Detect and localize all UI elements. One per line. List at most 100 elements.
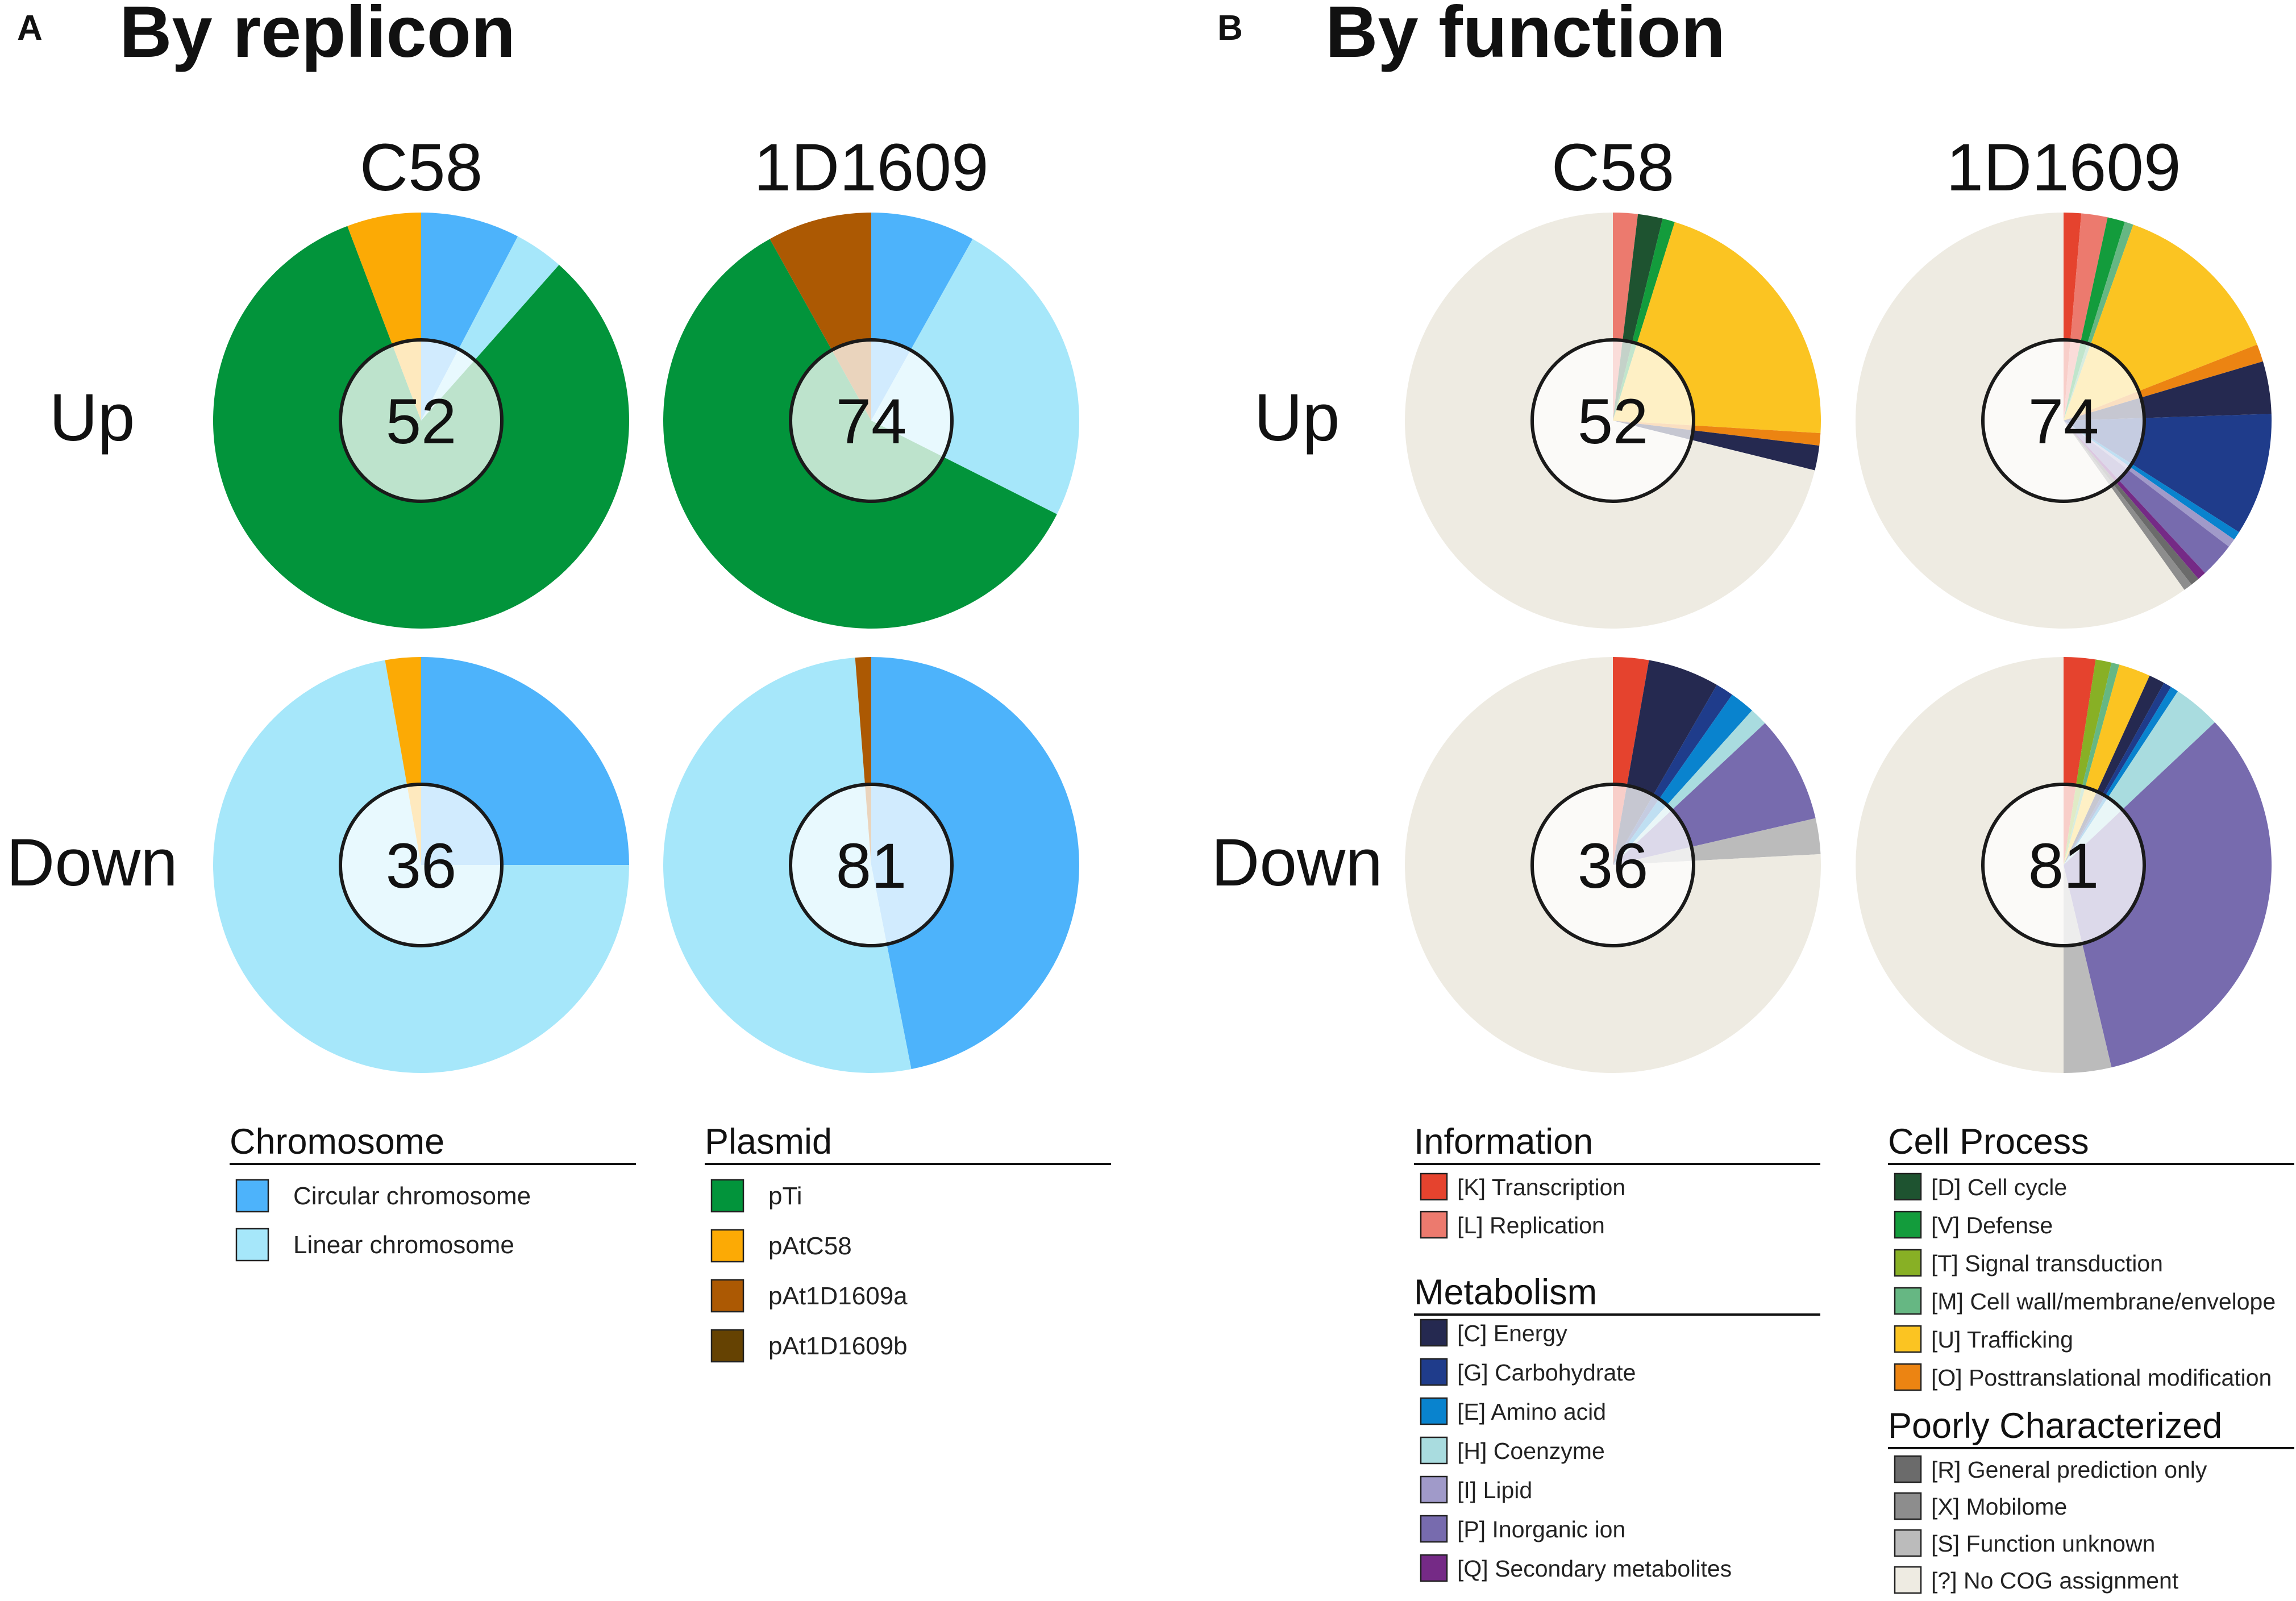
- legend-group-title: Plasmid: [705, 1122, 832, 1162]
- legend-swatch-q: [1420, 1554, 1448, 1582]
- legend-item-label: [M] Cell wall/membrane/envelope: [1931, 1288, 2276, 1315]
- legend-group-title: Information: [1414, 1122, 1593, 1162]
- legend-group-title: Poorly Characterized: [1888, 1406, 2222, 1446]
- legend-swatch-d: [1894, 1172, 1922, 1201]
- legend-swatch-pat1d1609a: [710, 1279, 744, 1313]
- pie-center-circle: [339, 783, 504, 947]
- legend-item-label: [Q] Secondary metabolites: [1457, 1556, 1732, 1582]
- pie-center-total: 81: [836, 830, 907, 901]
- panel-b-title: By function: [1325, 0, 1725, 73]
- legend-item-label: [D] Cell cycle: [1931, 1174, 2067, 1200]
- legend-item-label: [E] Amino acid: [1457, 1399, 1606, 1425]
- pie-a-c58-up: 52: [213, 213, 629, 629]
- legend-item-label: [X] Mobilome: [1931, 1494, 2067, 1520]
- pie-b-1d1609-down: 81: [1856, 657, 2272, 1073]
- legend-item-label: Linear chromosome: [293, 1231, 514, 1259]
- legend-item-label: [S] Function unknown: [1931, 1531, 2155, 1557]
- pie-b-c58-up: 52: [1404, 213, 1821, 629]
- legend-item-label: [I] Lipid: [1457, 1477, 1532, 1503]
- legend-item-label: pAt1D1609a: [768, 1282, 908, 1310]
- pie-a-1d1609-up: 74: [663, 212, 1079, 629]
- legend-item-label: [K] Transcription: [1457, 1174, 1625, 1200]
- legend-swatch-pat1d1609b: [710, 1329, 744, 1363]
- legend-item-label: [H] Coenzyme: [1457, 1438, 1605, 1464]
- legend-chromosome: Chromosome Circular chromosome Linear chro…: [230, 1122, 636, 1262]
- legend-item-label: [?] No COG assignment: [1931, 1567, 2179, 1594]
- pie-center-total: 36: [386, 830, 457, 901]
- legend-swatch-pti: [710, 1179, 744, 1213]
- legend-swatch-patc58: [710, 1229, 744, 1263]
- legend-item-label: pAt1D1609b: [768, 1332, 908, 1360]
- row-label-b-down: Down: [1211, 825, 1383, 900]
- row-label-b-up: Up: [1254, 380, 1340, 455]
- legend-swatch-u: [1894, 1325, 1922, 1353]
- legend-swatch-linear-chromosome: [235, 1228, 269, 1262]
- legend-group-title: Chromosome: [230, 1122, 444, 1162]
- legend-item-label: [V] Defense: [1931, 1212, 2053, 1238]
- col-label-a-1d1609: 1D1609: [754, 130, 988, 205]
- legend-group-title: Cell Process: [1888, 1122, 2089, 1162]
- panel-a-letter: A: [17, 9, 43, 48]
- legend-item-label: Circular chromosome: [293, 1182, 531, 1210]
- legend-item-label: [R] General prediction only: [1931, 1457, 2207, 1483]
- pie-slice-na: [1856, 657, 2064, 1073]
- legend-swatch-k: [1420, 1172, 1448, 1201]
- pie-center-circle: [1530, 338, 1695, 503]
- panel-b-letter: B: [1217, 9, 1243, 48]
- legend-item-label: [G] Carbohydrate: [1457, 1359, 1636, 1386]
- pie-slice-p: [2064, 722, 2272, 1068]
- panel-a-title: By replicon: [119, 0, 515, 73]
- legend-swatch-na: [1894, 1566, 1922, 1594]
- pie-center-total: 36: [1578, 830, 1649, 901]
- legend-information: Information [K] Transcription [L] Replicat…: [1414, 1122, 1820, 1239]
- pie-center-circle: [339, 338, 504, 503]
- pie-center-total: 52: [1578, 386, 1649, 457]
- legend-item-label: pAtC58: [768, 1232, 852, 1260]
- legend-item-label: [L] Replication: [1457, 1212, 1605, 1238]
- pie-a-c58-down: 36: [213, 657, 629, 1073]
- legend-swatch-v: [1894, 1211, 1922, 1239]
- pie-center-total: 74: [836, 386, 907, 457]
- legend-swatch-r: [1894, 1455, 1922, 1483]
- col-label-b-1d1609: 1D1609: [1946, 130, 2181, 205]
- pie-b-c58-down: 36: [1404, 657, 1821, 1073]
- pie-center-circle: [789, 338, 954, 503]
- legend-swatch-e: [1420, 1397, 1448, 1425]
- legend-swatch-s: [1894, 1529, 1922, 1557]
- col-label-b-c58: C58: [1552, 130, 1674, 205]
- pie-a-1d1609-down: 81: [663, 657, 1080, 1073]
- pie-center-circle: [789, 783, 954, 947]
- pie-center-total: 74: [2028, 386, 2099, 457]
- legend-swatch-h: [1420, 1436, 1448, 1465]
- col-label-a-c58: C58: [360, 130, 483, 205]
- legend-swatch-p: [1420, 1515, 1448, 1543]
- legend-metabolism: Metabolism [C] Energy [G] Carbohydrate [E] …: [1414, 1273, 1820, 1582]
- legend-swatch-t: [1894, 1249, 1922, 1277]
- legend-swatch-i: [1420, 1475, 1448, 1504]
- legend-swatch-l: [1420, 1211, 1448, 1239]
- legend-swatch-o: [1894, 1363, 1922, 1391]
- legend-swatch-x: [1894, 1492, 1922, 1520]
- pie-b-1d1609-up: 74: [1856, 213, 2272, 629]
- pie-center-total: 81: [2028, 830, 2099, 901]
- legend-swatch-m: [1894, 1287, 1922, 1315]
- legend-cell-process: Cell Process [D] Cell cycle [V] Defense [T]…: [1888, 1122, 2294, 1391]
- pie-center-circle: [1981, 783, 2146, 947]
- legend-plasmid: Plasmid pTi pAtC58 pAt1D1609a pAt1D1609b: [705, 1122, 1111, 1363]
- legends: Chromosome Circular chromosome Linear chro…: [230, 1122, 2294, 1594]
- legend-group-title: Metabolism: [1414, 1273, 1597, 1312]
- legend-item-label: [O] Posttranslational modification: [1931, 1365, 2272, 1391]
- legend-poorly-characterized: Poorly Characterized [R] General predicti…: [1888, 1406, 2294, 1594]
- pie-slice-linear-chromosome: [663, 658, 912, 1073]
- pie-center-circle: [1530, 783, 1695, 947]
- legend-swatch-c: [1420, 1319, 1448, 1347]
- pie-charts: 52 74 36 81 52 74 36 81: [213, 212, 2272, 1073]
- legend-item-label: [U] Trafficking: [1931, 1326, 2073, 1353]
- legend-item-label: pTi: [768, 1182, 802, 1210]
- legend-item-label: [T] Signal transduction: [1931, 1250, 2163, 1276]
- pie-slice-circular-chromosome: [871, 657, 1080, 1070]
- pie-center-circle: [1981, 338, 2146, 503]
- legend-swatch-g: [1420, 1358, 1448, 1386]
- legend-item-label: [P] Inorganic ion: [1457, 1516, 1625, 1542]
